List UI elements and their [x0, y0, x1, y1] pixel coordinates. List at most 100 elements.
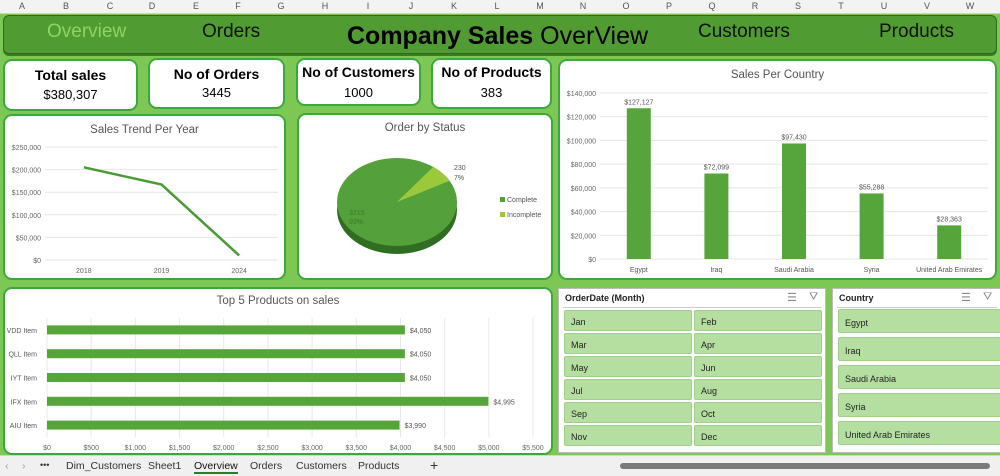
column-header[interactable]: P — [665, 1, 673, 11]
column-header[interactable]: V — [923, 1, 931, 11]
column-header[interactable]: Q — [708, 1, 716, 11]
slicer-item-country[interactable]: Iraq — [838, 337, 1000, 361]
chart-title: Sales Per Country — [730, 69, 825, 81]
y-tick-label: $120,000 — [567, 115, 596, 122]
sheet-tab[interactable]: Products — [358, 460, 400, 472]
clear-filter-icon[interactable]: ⛛ — [809, 291, 819, 303]
column-header[interactable]: I — [366, 1, 370, 11]
slicer-item-oct[interactable]: Oct — [694, 402, 822, 423]
sheet-tab-bar: ‹ › ••• Dim_Customers Sheet1 Overview Order… — [0, 455, 1000, 476]
column-header[interactable]: H — [321, 1, 329, 11]
x-tick-label: $3,000 — [301, 445, 323, 452]
slicer-item-nov[interactable]: Nov — [564, 425, 692, 446]
data-label: $55,288 — [859, 184, 884, 191]
scroll-left-icon[interactable]: ‹ — [5, 460, 9, 472]
slicer-item-aug[interactable]: Aug — [694, 379, 822, 400]
column-header[interactable]: W — [965, 1, 975, 11]
y-tick-label: $140,000 — [567, 91, 596, 98]
slicer-item-country[interactable]: United Arab Emirates — [838, 421, 1000, 445]
column-header[interactable]: M — [536, 1, 544, 11]
series-line — [83, 166, 241, 257]
column-header[interactable]: L — [494, 1, 500, 11]
nav-products[interactable]: Products — [879, 21, 954, 42]
x-tick-label: United Arab Emirates — [916, 267, 983, 274]
top-products-chart: Top 5 Products on sales $0 $500 $1,000 $1,5… — [3, 287, 553, 455]
y-tick-label: $0 — [588, 257, 596, 264]
y-tick-label: $50,000 — [16, 235, 41, 242]
x-tick-label: $3,500 — [346, 445, 368, 452]
y-tick-label: $60,000 — [571, 186, 596, 193]
column-header[interactable]: K — [450, 1, 458, 11]
data-label: $4,050 — [410, 376, 432, 383]
bar — [704, 173, 729, 259]
bar — [782, 143, 806, 259]
slicer-item-country[interactable]: Saudi Arabia — [838, 365, 1000, 389]
sheet-tab[interactable]: Sheet1 — [148, 460, 182, 472]
kpi-value: 3445 — [202, 85, 231, 100]
slicer-item-country[interactable]: Egypt — [838, 309, 1000, 333]
slicer-item-sep[interactable]: Sep — [564, 402, 692, 423]
slicer-item-apr[interactable]: Apr — [694, 333, 822, 354]
kpi-orders: No of Orders 3445 — [148, 58, 285, 109]
sheet-tab[interactable]: Dim_Customers — [66, 460, 142, 472]
column-header[interactable]: J — [408, 1, 414, 11]
data-label: 7% — [454, 175, 464, 182]
column-header[interactable]: U — [880, 1, 888, 11]
horizontal-scrollbar[interactable] — [620, 463, 990, 469]
chart-title: Top 5 Products on sales — [216, 295, 340, 307]
y-tick-label: $0 — [33, 258, 41, 265]
nav-orders[interactable]: Orders — [202, 21, 261, 42]
nav-overview[interactable]: Overview — [47, 21, 127, 42]
column-header[interactable]: N — [579, 1, 587, 11]
kpi-value: 1000 — [344, 85, 373, 100]
column-header[interactable]: D — [148, 1, 156, 11]
x-tick-label: Egypt — [630, 267, 648, 274]
column-header[interactable]: R — [751, 1, 759, 11]
clear-filter-icon[interactable]: ⛛ — [983, 291, 993, 303]
slicer-item-feb[interactable]: Feb — [694, 310, 822, 331]
slicer-item-country[interactable]: Syria — [838, 393, 1000, 417]
sales-per-country-chart: Sales Per Country $0 $20,000 $40,000 $60,00… — [558, 59, 997, 280]
slicer-item-jan[interactable]: Jan — [564, 310, 692, 331]
x-tick-label: Iraq — [710, 267, 722, 274]
sheet-tab[interactable]: Overview — [194, 460, 238, 474]
slicer-item-mar[interactable]: Mar — [564, 333, 692, 354]
x-tick-label: $0 — [43, 445, 51, 452]
sheet-tab[interactable]: Customers — [296, 460, 347, 472]
column-header[interactable]: C — [106, 1, 114, 11]
legend-label: Complete — [507, 197, 537, 204]
x-tick-label: $5,000 — [478, 445, 500, 452]
data-label: $4,050 — [410, 352, 432, 359]
y-tick-label: AIU Item — [10, 423, 37, 430]
scroll-right-icon[interactable]: › — [22, 460, 26, 472]
kpi-total-sales: Total sales $380,307 — [3, 59, 138, 111]
add-sheet-button[interactable]: + — [430, 457, 439, 473]
x-tick-label: 2019 — [154, 268, 170, 275]
multi-select-icon[interactable]: ☰ — [961, 292, 971, 304]
column-header[interactable]: T — [838, 1, 844, 11]
multi-select-icon[interactable]: ☰ — [787, 292, 797, 304]
nav-customers[interactable]: Customers — [698, 21, 790, 42]
y-tick-label: $100,000 — [567, 138, 596, 145]
kpi-label: No of Orders — [173, 66, 260, 82]
more-sheets-button[interactable]: ••• — [40, 460, 50, 470]
column-header[interactable]: F — [235, 1, 241, 11]
y-tick-label: IYT Item — [11, 376, 37, 383]
slicer-item-may[interactable]: May — [564, 356, 692, 377]
slicer-item-jul[interactable]: Jul — [564, 379, 692, 400]
slicer-title: OrderDate (Month) — [565, 293, 645, 303]
column-header[interactable]: O — [622, 1, 630, 11]
slicer-item-jun[interactable]: Jun — [694, 356, 822, 377]
y-tick-label: IFX Item — [11, 399, 38, 406]
column-header[interactable]: A — [18, 1, 26, 11]
column-header[interactable]: E — [192, 1, 200, 11]
sheet-tab[interactable]: Orders — [250, 460, 283, 472]
column-header[interactable]: S — [794, 1, 802, 11]
bar — [47, 373, 405, 382]
column-header[interactable]: B — [62, 1, 70, 11]
x-tick-label: $5,500 — [522, 445, 544, 452]
bar — [859, 193, 884, 259]
slicer-item-dec[interactable]: Dec — [694, 425, 822, 446]
y-tick-label: $40,000 — [571, 210, 596, 217]
column-header[interactable]: G — [277, 1, 285, 11]
